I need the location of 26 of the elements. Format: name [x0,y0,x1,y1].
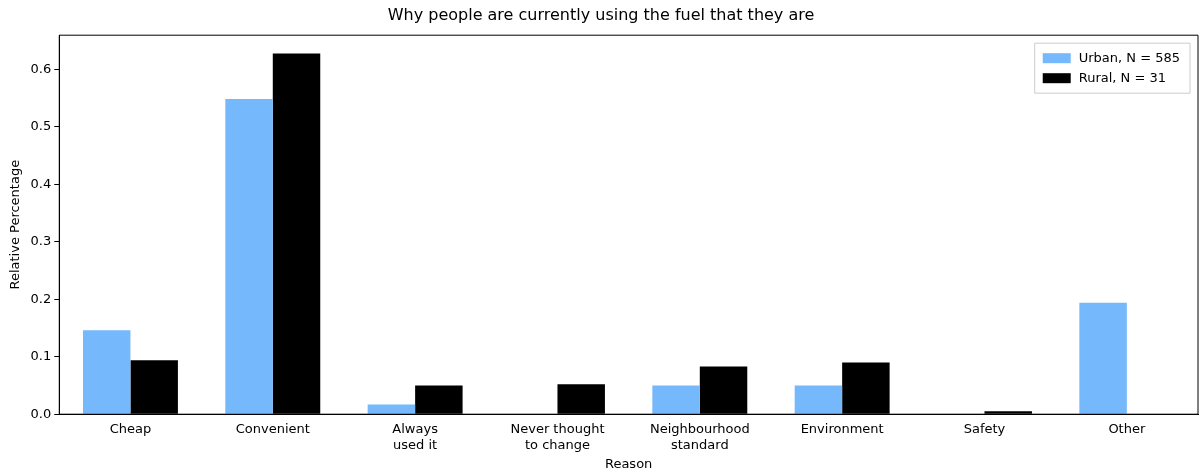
y-tick-label: 0.5 [30,118,52,134]
x-axis-title: Reason [604,455,653,471]
bar [82,330,131,414]
y-tick-label: 0.1 [30,348,52,364]
x-tick-label: Cheap [109,421,152,437]
x-tick-label: Always used it [392,421,439,452]
y-tick-label: 0.6 [30,60,52,76]
y-tick-label: 0.4 [30,175,52,191]
x-tick-label: Environment [800,421,884,437]
y-tick-label: 0.3 [30,233,52,249]
x-tick-label: Safety [963,421,1006,437]
y-axis-title: Relative Percentage [7,159,23,290]
chart-title: Why people are currently using the fuel that they are [387,4,815,24]
x-tick-label: Neighbourhood standard [649,421,750,452]
x-tick-label: Never thought to change [510,421,605,452]
bar [794,385,843,414]
legend-label: Urban, N = 585 [1078,49,1180,65]
bar [367,404,416,414]
bar [1079,302,1127,414]
y-tick-label: 0.2 [30,290,52,306]
legend-label: Rural, N = 31 [1078,69,1167,85]
bar [652,385,700,414]
y-tick-label: 0.0 [30,405,52,421]
x-tick-label: Convenient [235,421,310,437]
x-tick-label: Other [1108,421,1146,437]
bar [225,99,273,414]
